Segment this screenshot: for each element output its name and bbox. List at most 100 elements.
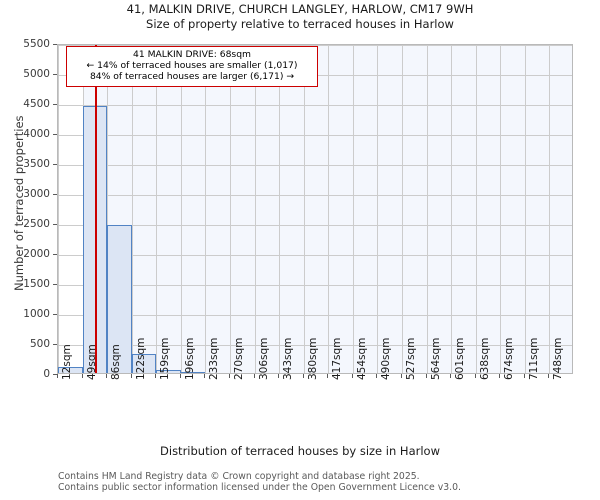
x-axis-tick-label: 306sqm: [257, 337, 270, 380]
property-annotation-box: 41 MALKIN DRIVE: 68sqm ← 14% of terraced…: [66, 46, 318, 87]
chart-subtitle: Size of property relative to terraced ho…: [146, 17, 454, 31]
y-axis-tick-label: 2000: [23, 248, 50, 260]
y-axis-tick-label: 500: [29, 338, 50, 350]
gridline-vertical: [156, 45, 158, 373]
histogram-bar: [180, 371, 206, 373]
x-axis-tick-mark: [204, 374, 206, 378]
gridline-vertical: [402, 45, 403, 373]
plot-area: [57, 44, 573, 374]
x-axis-tick-mark: [351, 374, 353, 378]
property-marker-line: [95, 45, 98, 373]
gridline-vertical: [426, 45, 428, 373]
x-axis-tick-mark: [253, 374, 255, 378]
x-axis-tick-mark: [376, 374, 378, 378]
x-axis-tick-label: 490sqm: [380, 337, 393, 380]
gridline-vertical: [254, 45, 256, 373]
y-axis-tick-label: 1000: [23, 308, 50, 320]
gridline-vertical: [58, 45, 59, 373]
gridline-vertical: [328, 45, 330, 373]
gridline-horizontal: [58, 344, 572, 346]
histogram-bar: [131, 353, 157, 373]
gridline-vertical: [230, 45, 231, 373]
x-axis-tick-mark: [302, 374, 304, 378]
y-axis-tick-label: 4500: [23, 98, 50, 110]
x-axis-tick-label: 159sqm: [159, 337, 172, 380]
gridline-vertical: [131, 45, 133, 373]
footer-line-2: Contains public sector information licen…: [58, 482, 461, 493]
y-axis-tick-mark: [53, 374, 57, 375]
gridline-vertical: [279, 45, 281, 373]
gridline-vertical: [303, 45, 305, 373]
x-axis-tick-label: 380sqm: [306, 337, 319, 380]
chart-title-block: 41, MALKIN DRIVE, CHURCH LANGLEY, HARLOW…: [0, 2, 600, 32]
gridline-horizontal: [58, 44, 572, 46]
y-axis-tick-mark: [53, 254, 57, 255]
footer-attribution: Contains HM Land Registry data © Crown c…: [58, 471, 598, 493]
footer-line-1: Contains HM Land Registry data © Crown c…: [58, 471, 420, 482]
x-axis-tick-mark: [81, 374, 83, 378]
y-axis-tick-label: 1500: [23, 278, 50, 290]
x-axis-tick-label: 454sqm: [355, 337, 368, 380]
x-axis-tick-mark: [425, 374, 427, 378]
gridline-vertical: [549, 45, 551, 373]
gridline-vertical: [107, 45, 109, 373]
gridline-horizontal: [58, 104, 572, 106]
y-axis-tick-label: 4000: [23, 128, 50, 140]
histogram-bar: [82, 106, 108, 373]
x-axis-tick-mark: [499, 374, 501, 378]
gridline-vertical: [475, 45, 477, 373]
gridline-horizontal: [58, 224, 572, 226]
gridline-vertical: [180, 45, 182, 373]
x-axis-tick-mark: [229, 374, 230, 378]
y-axis-tick-mark: [53, 74, 57, 75]
x-axis-tick-mark: [327, 374, 329, 378]
gridline-horizontal: [58, 164, 572, 166]
x-axis-tick-mark: [523, 374, 525, 378]
gridline-horizontal: [58, 194, 572, 196]
y-axis-tick-mark: [53, 344, 57, 345]
annotation-title: 41 MALKIN DRIVE: 68sqm: [132, 49, 251, 60]
histogram-bar: [58, 367, 83, 373]
histogram-bar: [107, 225, 132, 373]
x-axis-tick-label: 527sqm: [405, 337, 417, 380]
x-axis-tick-label: 748sqm: [552, 337, 565, 380]
y-axis-label: Number of terraced properties: [12, 115, 26, 291]
x-axis-tick-mark: [179, 374, 181, 378]
annotation-larger: 84% of terraced houses are larger (6,171…: [89, 71, 295, 83]
x-axis-tick-mark: [57, 374, 58, 378]
x-axis-tick-label: 601sqm: [454, 337, 467, 380]
gridline-vertical: [205, 45, 207, 373]
x-axis-tick-mark: [106, 374, 108, 378]
y-axis-tick-label: 5500: [23, 38, 50, 50]
gridline-horizontal: [58, 254, 572, 256]
histogram-bar: [156, 370, 181, 373]
gridline-vertical: [352, 45, 354, 373]
page-title: 41, MALKIN DRIVE, CHURCH LANGLEY, HARLOW…: [126, 2, 474, 16]
x-axis-tick-mark: [130, 374, 132, 378]
gridline-vertical: [451, 45, 453, 373]
x-axis-tick-label: 12sqm: [61, 344, 73, 380]
x-axis-tick-label: 417sqm: [331, 337, 344, 380]
x-axis-tick-mark: [401, 374, 402, 378]
y-axis-tick-label: 2500: [23, 218, 50, 230]
gridline-horizontal: [58, 314, 572, 316]
y-axis-tick-mark: [53, 134, 57, 135]
x-axis-tick-mark: [278, 374, 280, 378]
gridline-vertical: [524, 45, 526, 373]
y-axis-tick-mark: [53, 194, 57, 195]
y-axis-tick-label: 0: [43, 368, 50, 380]
y-axis-tick-label: 3000: [23, 188, 50, 200]
y-axis-tick-mark: [53, 224, 57, 225]
x-axis-tick-label: 564sqm: [429, 337, 442, 380]
y-axis-tick-mark: [53, 314, 57, 315]
y-axis-tick-label: 5000: [23, 68, 50, 80]
x-axis-tick-label: 638sqm: [478, 337, 491, 380]
x-axis-tick-label: 86sqm: [110, 344, 123, 380]
x-axis-tick-mark: [474, 374, 476, 378]
y-axis-tick-mark: [53, 164, 57, 165]
gridline-vertical: [500, 45, 502, 373]
gridline-horizontal: [58, 134, 572, 136]
y-axis-tick-label: 3500: [23, 158, 50, 170]
